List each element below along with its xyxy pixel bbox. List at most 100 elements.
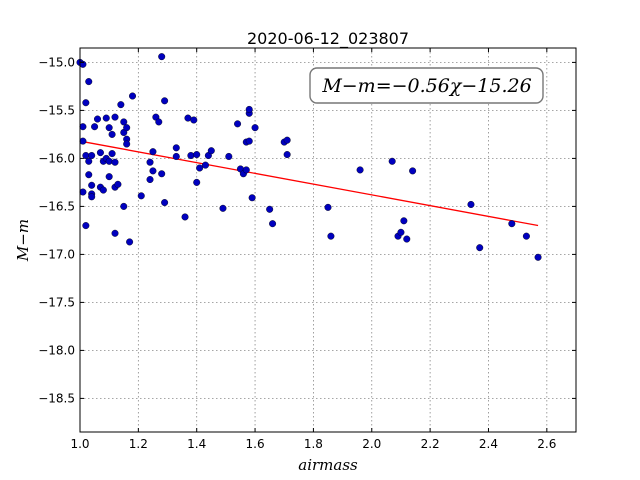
data-point [327, 232, 335, 240]
y-tick-label: −15.5 [38, 103, 75, 117]
data-point [397, 228, 405, 236]
y-tick-label: −18.0 [38, 343, 75, 357]
y-tick-label: −18.5 [38, 391, 75, 405]
data-point [149, 167, 157, 175]
data-point [108, 130, 116, 138]
data-point [181, 213, 189, 221]
data-point [120, 118, 128, 126]
data-point [476, 244, 484, 252]
x-tick-label: 2.6 [537, 437, 556, 451]
data-point [88, 181, 96, 189]
data-point [126, 238, 134, 246]
data-point [403, 235, 411, 243]
y-tick-label: −15.0 [38, 55, 75, 69]
x-tick-label: 1.8 [304, 437, 323, 451]
data-point [356, 166, 364, 174]
data-point [248, 194, 256, 202]
data-point [201, 161, 209, 169]
data-point [99, 186, 107, 194]
data-point [137, 192, 145, 200]
data-point [82, 99, 90, 107]
data-point [111, 158, 119, 166]
data-point [105, 157, 113, 165]
x-axis-label: airmass [298, 456, 358, 474]
plot-frame [79, 47, 577, 433]
data-point [225, 152, 233, 160]
data-point [193, 178, 201, 186]
annotation-text: M−m=−0.56χ−15.26 [321, 75, 531, 97]
y-axis-label: M−m [14, 219, 32, 262]
data-point [120, 202, 128, 210]
data-point [158, 170, 166, 178]
data-point [400, 217, 408, 225]
data-point [242, 166, 250, 174]
data-point [96, 149, 104, 157]
data-point [91, 123, 99, 131]
data-point [187, 152, 195, 160]
data-point [161, 199, 169, 207]
data-point [117, 101, 125, 109]
data-point [146, 176, 154, 184]
grid-lines [79, 48, 576, 432]
fit-line [85, 141, 539, 227]
chart-title: 2020-06-12_023807 [247, 29, 409, 49]
x-tick-label: 1.6 [246, 437, 265, 451]
data-point [234, 120, 242, 128]
data-point [467, 200, 475, 208]
data-point [251, 124, 259, 132]
data-point [388, 157, 396, 165]
data-point [172, 152, 180, 160]
data-point [534, 253, 542, 261]
data-point [123, 140, 131, 148]
data-point [79, 137, 87, 145]
x-tick-label: 2.0 [362, 437, 381, 451]
data-point [85, 157, 93, 165]
data-point [219, 204, 227, 212]
data-point [155, 118, 163, 126]
annotation-box [309, 67, 544, 104]
data-point [245, 105, 253, 113]
data-point [102, 114, 110, 122]
data-point [114, 180, 122, 188]
data-points [76, 53, 542, 261]
x-tick-label: 1.4 [187, 437, 206, 451]
data-point [105, 173, 113, 181]
data-point [111, 113, 119, 121]
data-point [79, 188, 87, 196]
data-point [146, 158, 154, 166]
data-point [88, 193, 96, 201]
data-point [82, 222, 90, 230]
data-point [207, 147, 215, 155]
data-point [129, 92, 137, 100]
data-point [123, 124, 131, 132]
data-point [193, 151, 201, 159]
data-point [522, 232, 530, 240]
y-tick-label: −16.0 [38, 151, 75, 165]
x-tick-label: 1.2 [129, 437, 148, 451]
x-tick-label: 1.0 [70, 437, 89, 451]
x-tick-label: 2.4 [479, 437, 498, 451]
data-point [161, 97, 169, 105]
data-point [82, 152, 90, 160]
data-point [245, 137, 253, 145]
data-point [85, 78, 93, 86]
data-point [172, 144, 180, 152]
fit-line-layer [85, 141, 539, 227]
y-tick-label: −16.5 [38, 199, 75, 213]
data-point [196, 164, 204, 172]
axis-ticks: 1.0 1.2 1.4 1.6 1.8 2.0 2.2 2.4 2.6 −15.0 −15.5 −16… [38, 48, 576, 451]
y-tick-label: −17.5 [38, 295, 75, 309]
data-point [79, 123, 87, 131]
y-tick-label: −17.0 [38, 247, 75, 261]
data-point [105, 124, 113, 132]
equation-annotation: M−m=−0.56χ−15.26 [309, 67, 544, 104]
data-point [149, 148, 157, 156]
data-point [269, 220, 277, 228]
data-point [85, 171, 93, 179]
data-point [158, 53, 166, 61]
data-point [94, 115, 102, 123]
x-tick-label: 2.2 [421, 437, 440, 451]
data-point [283, 136, 291, 144]
data-point [508, 220, 516, 228]
